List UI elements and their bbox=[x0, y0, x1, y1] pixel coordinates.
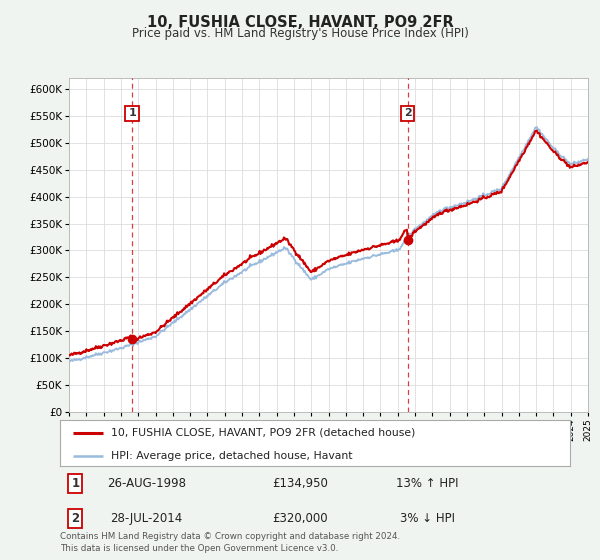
Text: 1: 1 bbox=[128, 109, 136, 118]
Text: 26-AUG-1998: 26-AUG-1998 bbox=[107, 477, 186, 491]
Text: 3% ↓ HPI: 3% ↓ HPI bbox=[400, 512, 455, 525]
Text: HPI: Average price, detached house, Havant: HPI: Average price, detached house, Hava… bbox=[111, 451, 353, 461]
Text: £134,950: £134,950 bbox=[272, 477, 328, 491]
Text: 28-JUL-2014: 28-JUL-2014 bbox=[110, 512, 183, 525]
Text: 2: 2 bbox=[71, 512, 79, 525]
Text: 1: 1 bbox=[71, 477, 79, 491]
Text: 2: 2 bbox=[404, 109, 412, 118]
Text: 10, FUSHIA CLOSE, HAVANT, PO9 2FR (detached house): 10, FUSHIA CLOSE, HAVANT, PO9 2FR (detac… bbox=[111, 428, 415, 438]
Text: Contains HM Land Registry data © Crown copyright and database right 2024.
This d: Contains HM Land Registry data © Crown c… bbox=[60, 532, 400, 553]
Text: 10, FUSHIA CLOSE, HAVANT, PO9 2FR: 10, FUSHIA CLOSE, HAVANT, PO9 2FR bbox=[146, 15, 454, 30]
Text: Price paid vs. HM Land Registry's House Price Index (HPI): Price paid vs. HM Land Registry's House … bbox=[131, 27, 469, 40]
Text: 13% ↑ HPI: 13% ↑ HPI bbox=[396, 477, 458, 491]
Text: £320,000: £320,000 bbox=[272, 512, 328, 525]
